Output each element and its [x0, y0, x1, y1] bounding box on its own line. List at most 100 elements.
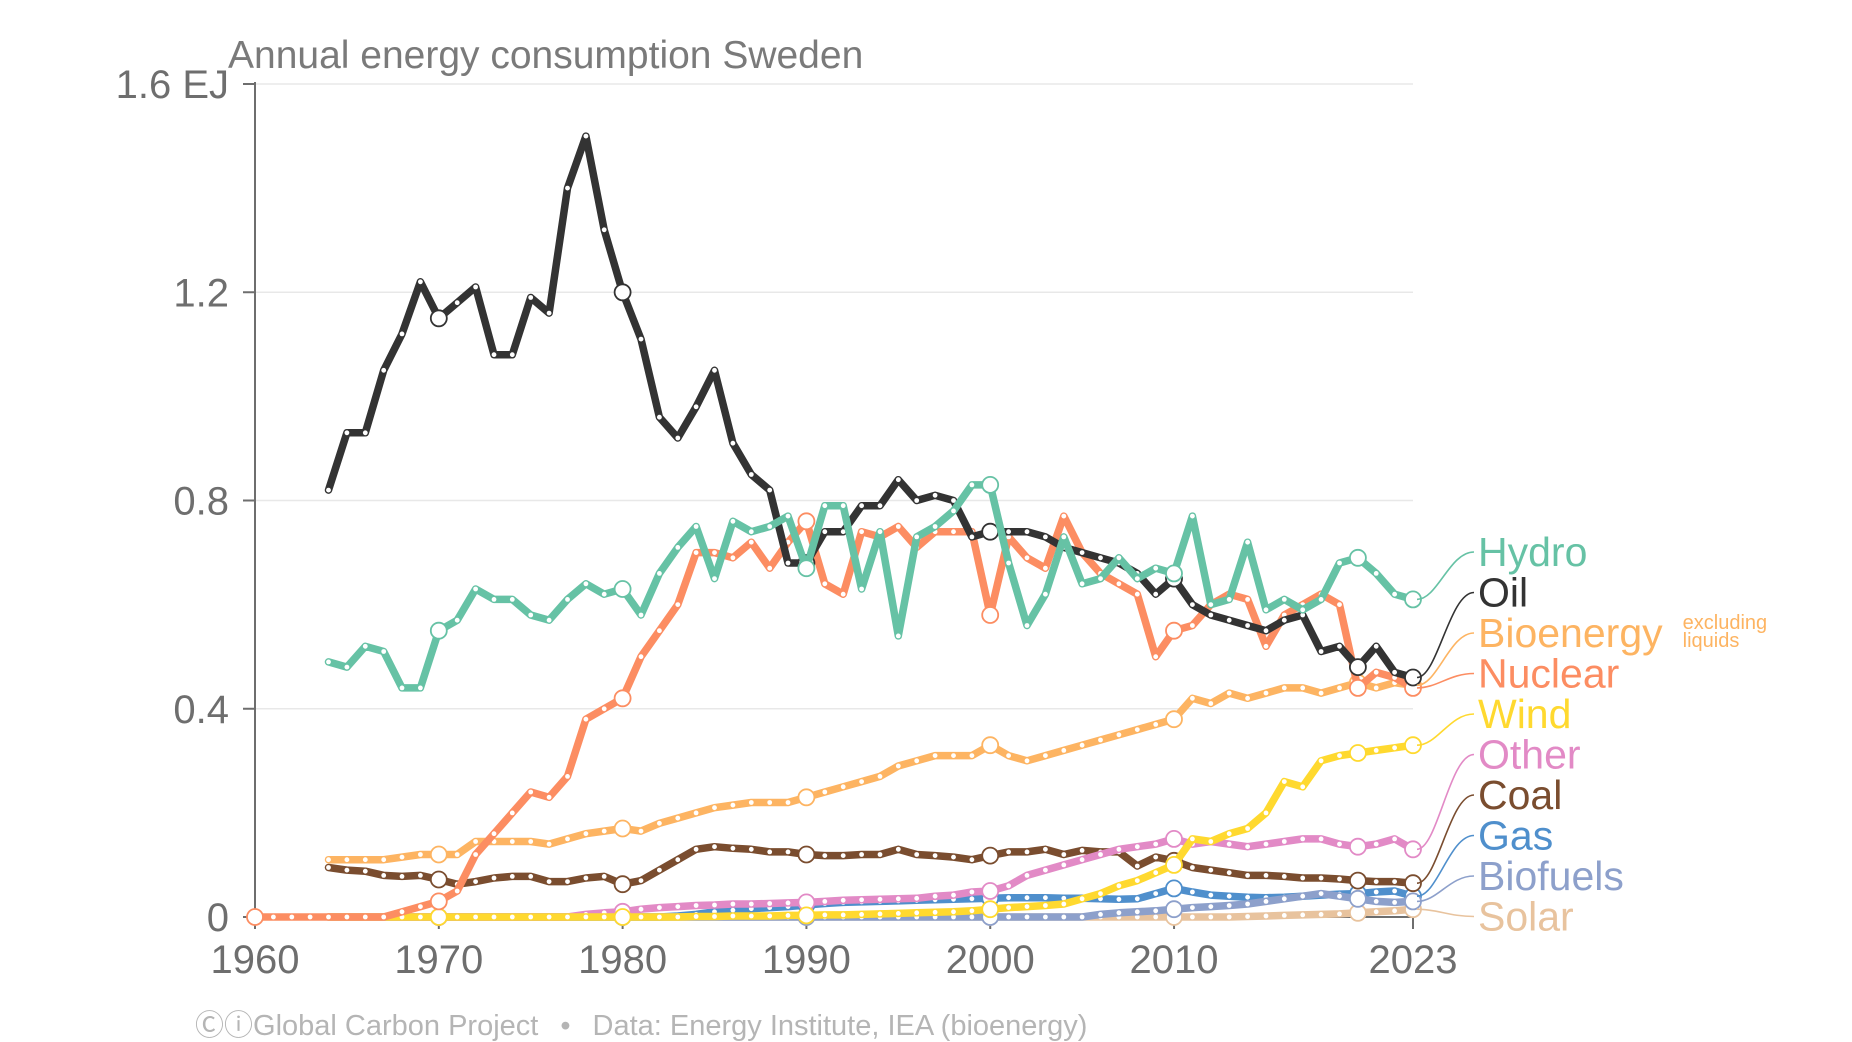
data-point-wind [1281, 779, 1287, 784]
data-point-wind [859, 912, 864, 917]
series-label-nuclear: Nuclear [1478, 651, 1619, 697]
data-point-wind [1337, 753, 1342, 758]
data-point-nuclear [509, 810, 515, 816]
data-point-hydro [1153, 565, 1159, 571]
data-point-wind [730, 913, 736, 919]
data-point-wind [491, 914, 497, 920]
data-point-solar [1263, 913, 1269, 919]
data-point-nuclear [1153, 654, 1159, 660]
data-point-oil [1337, 643, 1342, 649]
data-point-biofuels [969, 914, 975, 920]
data-point-bioenergy [565, 836, 570, 842]
data-point-other [1165, 830, 1183, 848]
x-tick-label: 2023 [1369, 938, 1458, 982]
data-point-hydro [1226, 597, 1232, 602]
data-point-hydro [1024, 623, 1030, 628]
data-point-nuclear [748, 539, 754, 545]
data-point-wind [712, 914, 717, 919]
series-coal [324, 842, 1422, 894]
data-point-nuclear [1043, 565, 1048, 571]
data-point-bioenergy [601, 828, 607, 834]
data-point-hydro [822, 503, 828, 509]
data-point-hydro [418, 685, 423, 691]
data-point-wind [1226, 831, 1232, 837]
series-label-other: Other [1478, 732, 1581, 778]
data-point-coal [785, 849, 791, 855]
data-point-bioenergy [1079, 742, 1085, 748]
data-point-hydro [362, 643, 368, 649]
data-point-bioenergy [613, 819, 632, 838]
series-label-hydro: Hydro [1478, 529, 1587, 575]
data-point-wind [1043, 903, 1048, 908]
data-point-other [914, 895, 920, 901]
data-point-oil [509, 352, 515, 358]
data-point-wind [454, 914, 460, 920]
data-point-oil [1392, 669, 1397, 675]
data-point-bioenergy [895, 763, 901, 769]
data-point-coal [344, 867, 350, 873]
series-line-bioenergy [324, 678, 1417, 864]
data-point-bioenergy [1116, 732, 1122, 738]
data-point-coal [797, 845, 816, 864]
data-point-other [1043, 867, 1048, 873]
data-point-biofuels [1153, 908, 1159, 914]
y-tick-label: 0.8 [173, 480, 229, 524]
data-point-nuclear [730, 555, 736, 561]
data-point-nuclear [1024, 555, 1030, 561]
data-point-other [1098, 852, 1103, 857]
cc-license-icon: Ⓒⓘ [195, 1010, 253, 1042]
data-point-oil [981, 522, 1000, 541]
data-point-hydro [583, 581, 589, 587]
data-point-oil [638, 336, 644, 342]
data-point-solar [1337, 911, 1342, 917]
data-point-wind [473, 914, 478, 920]
data-point-other [1116, 846, 1122, 852]
data-point-wind [583, 914, 589, 920]
data-point-nuclear [1061, 513, 1067, 519]
data-point-hydro [1392, 591, 1397, 597]
data-point-wind [1190, 836, 1195, 842]
data-point-oil [491, 352, 497, 358]
data-point-wind [748, 913, 754, 919]
data-point-oil [454, 300, 460, 306]
data-point-bioenergy [914, 758, 920, 764]
data-point-nuclear [528, 789, 534, 795]
data-point-coal [1281, 874, 1287, 879]
series-note-bioenergy: excluding [1683, 612, 1768, 634]
data-point-other [767, 901, 773, 906]
data-point-wind [509, 914, 515, 920]
data-point-nuclear [1134, 591, 1140, 597]
data-point-biofuels [1165, 900, 1183, 919]
data-point-oil [1300, 612, 1306, 618]
data-point-bioenergy [1134, 727, 1140, 732]
data-point-oil [613, 283, 632, 302]
data-point-wind [895, 911, 901, 916]
data-point-other [969, 889, 975, 895]
series-note-bioenergy: liquids [1683, 630, 1740, 652]
y-tick-label: 1.2 [173, 271, 229, 315]
data-point-coal [473, 879, 478, 884]
data-point-hydro [785, 513, 791, 519]
data-point-coal [1373, 879, 1379, 884]
data-point-bioenergy [509, 839, 515, 844]
data-point-oil [1024, 529, 1030, 535]
data-point-bioenergy [748, 800, 754, 805]
data-point-oil [473, 284, 478, 290]
data-point-hydro [981, 475, 1000, 494]
data-point-coal [326, 865, 331, 870]
data-point-nuclear [693, 550, 699, 555]
data-point-gas [730, 907, 736, 913]
data-point-hydro [491, 597, 497, 602]
data-point-coal [528, 874, 534, 879]
data-point-hydro [601, 591, 607, 597]
data-point-solar [1392, 908, 1397, 914]
data-point-wind [1349, 744, 1367, 762]
data-point-hydro [767, 524, 773, 529]
data-point-coal [1079, 848, 1085, 853]
data-point-hydro [712, 576, 717, 581]
series-line-oil [324, 132, 1417, 682]
data-point-hydro [528, 612, 534, 618]
data-point-other [932, 893, 938, 899]
data-point-nuclear [895, 524, 901, 529]
